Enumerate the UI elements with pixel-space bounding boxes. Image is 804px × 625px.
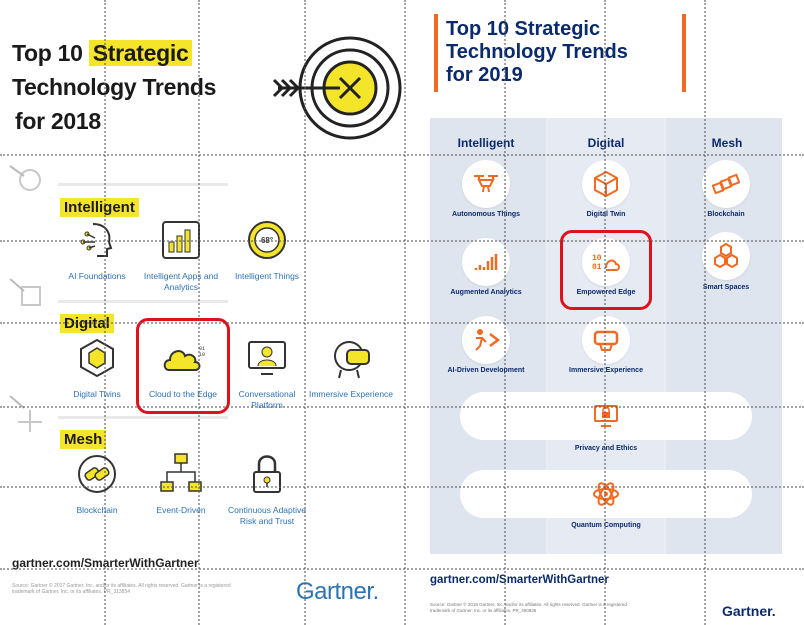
divider bbox=[58, 416, 228, 419]
poster-2018: Top 10 Strategic Technology Trends for 2… bbox=[9, 36, 402, 605]
blockchain-icon bbox=[702, 160, 750, 208]
cube-icon bbox=[582, 160, 630, 208]
trend-label: Autonomous Things bbox=[451, 211, 521, 218]
column-header-intelligent: Intelligent bbox=[457, 136, 515, 150]
title-highlight: Strategic bbox=[88, 40, 193, 66]
chain-link-icon bbox=[78, 455, 116, 493]
trend-label: Blockchain bbox=[707, 211, 745, 218]
title-line3: for 2018 bbox=[15, 108, 101, 134]
trend-label: Digital Twin bbox=[586, 211, 626, 218]
trend-label: AI-Driven Development bbox=[447, 367, 525, 374]
svg-text:01: 01 bbox=[592, 263, 602, 272]
drone-icon bbox=[462, 160, 510, 208]
grid-line bbox=[604, 0, 606, 625]
cloud-icon: 01 10 bbox=[163, 346, 205, 371]
grid-line bbox=[704, 0, 706, 625]
orange-bar-right bbox=[682, 14, 686, 92]
gartner-logo: Gartner. bbox=[296, 578, 379, 605]
atom-icon bbox=[582, 470, 630, 518]
poster-2019-title: Top 10 Strategic Technology Trends for 2… bbox=[446, 18, 628, 87]
trend-label: Continuous Adaptive Risk and Trust bbox=[228, 505, 306, 526]
trend-label: Event-Driven bbox=[156, 505, 206, 515]
target-arrow-icon bbox=[272, 36, 402, 140]
grid-line bbox=[0, 322, 804, 324]
padlock-icon bbox=[253, 455, 281, 493]
lightbulb-icon bbox=[9, 165, 41, 191]
poster-2018-title: Top 10 Strategic Technology Trends for 2… bbox=[12, 36, 216, 138]
trend-conversational: Conversational Platform bbox=[222, 336, 312, 411]
grid-line bbox=[104, 0, 106, 625]
privacy-monitor-icon bbox=[582, 392, 630, 440]
trend-label: Blockchain bbox=[76, 505, 118, 515]
divider bbox=[58, 300, 228, 303]
trend-label: Privacy and Ethics bbox=[574, 445, 638, 452]
column-header-digital: Digital bbox=[587, 136, 625, 150]
grid-line bbox=[504, 0, 506, 625]
network-icon bbox=[9, 395, 42, 432]
grid-line bbox=[0, 406, 804, 408]
trend-label: Intelligent Apps and Analytics bbox=[143, 271, 219, 292]
trend-ai-foundations: AI Foundations bbox=[52, 218, 142, 282]
trend-label: Cloud to the Edge bbox=[148, 389, 218, 399]
trend-immersive: Immersive Experience bbox=[306, 336, 396, 400]
trend-event-driven: Event-Driven bbox=[136, 452, 226, 516]
trend-intelligent-apps: Intelligent Apps and Analytics bbox=[136, 218, 226, 293]
vr-headset-icon bbox=[582, 316, 630, 364]
poster-2019: Top 10 Strategic Technology Trends for 2… bbox=[412, 0, 804, 625]
chat-monitor-icon bbox=[248, 341, 286, 375]
flow-diagram-icon bbox=[160, 453, 202, 492]
column-header-mesh: Mesh bbox=[711, 136, 743, 150]
grid-line bbox=[198, 0, 200, 625]
title-prefix: Top 10 bbox=[12, 40, 89, 66]
grid-line bbox=[0, 240, 804, 242]
trend-label: Smart Spaces bbox=[702, 284, 750, 291]
trend-digital-twins: Digital Twins bbox=[52, 336, 142, 400]
category-mesh: Mesh bbox=[60, 430, 107, 449]
edge-cloud-icon: 10 01 bbox=[582, 238, 630, 286]
url-text: gartner.com/SmarterWithGartner bbox=[430, 574, 609, 586]
fine-print: Source: Gartner © 2017 Gartner, Inc. and… bbox=[12, 583, 231, 595]
divider bbox=[58, 183, 228, 186]
highlight-box-empowered-edge bbox=[560, 230, 652, 310]
trend-label: Intelligent Things bbox=[234, 271, 300, 281]
trend-blockchain: Blockchain bbox=[52, 452, 142, 516]
svg-text:01: 01 bbox=[199, 346, 205, 352]
orange-bar-left bbox=[434, 14, 438, 92]
trend-label: Quantum Computing bbox=[571, 522, 641, 529]
trend-continuous-trust: Continuous Adaptive Risk and Trust bbox=[222, 452, 312, 527]
code-person-icon bbox=[462, 316, 510, 364]
trend-cloud-to-edge: 01 10 Cloud to the Edge bbox=[138, 336, 228, 400]
gartner-logo: Gartner. bbox=[722, 603, 776, 619]
title-line1: Top 10 Strategic bbox=[446, 18, 601, 40]
highlight-box-cloud-to-edge bbox=[136, 318, 230, 414]
fine-print: Source: Gartner © 2018 Gartner, Inc. and… bbox=[430, 602, 627, 613]
title-line3: for 2019 bbox=[446, 64, 523, 86]
trend-label: Immersive Experience bbox=[569, 367, 643, 374]
grid-line bbox=[304, 0, 306, 625]
title-line2: Technology Trends bbox=[12, 74, 217, 100]
trend-label: Digital Twins bbox=[73, 389, 121, 399]
category-intelligent: Intelligent bbox=[60, 198, 139, 217]
title-line2: Technology Trends bbox=[446, 41, 628, 63]
cube-icon bbox=[80, 338, 114, 378]
analytics-bars-icon bbox=[462, 238, 510, 286]
grid-line bbox=[0, 154, 804, 156]
trend-label: Augmented Analytics bbox=[450, 289, 522, 296]
grid-line bbox=[404, 0, 406, 625]
vr-headset-icon bbox=[334, 341, 370, 379]
ai-head-icon bbox=[80, 223, 113, 257]
svg-text:10: 10 bbox=[199, 352, 205, 358]
chip-icon bbox=[9, 278, 41, 306]
grid-line bbox=[0, 486, 804, 488]
trend-label: Immersive Experience bbox=[308, 389, 394, 399]
svg-text:10: 10 bbox=[592, 254, 602, 263]
trend-intelligent-things: 68° Intelligent Things bbox=[222, 218, 312, 282]
trend-label: AI Foundations bbox=[68, 271, 126, 281]
trend-label: Conversational Platform bbox=[238, 389, 296, 410]
grid-line bbox=[0, 568, 804, 570]
